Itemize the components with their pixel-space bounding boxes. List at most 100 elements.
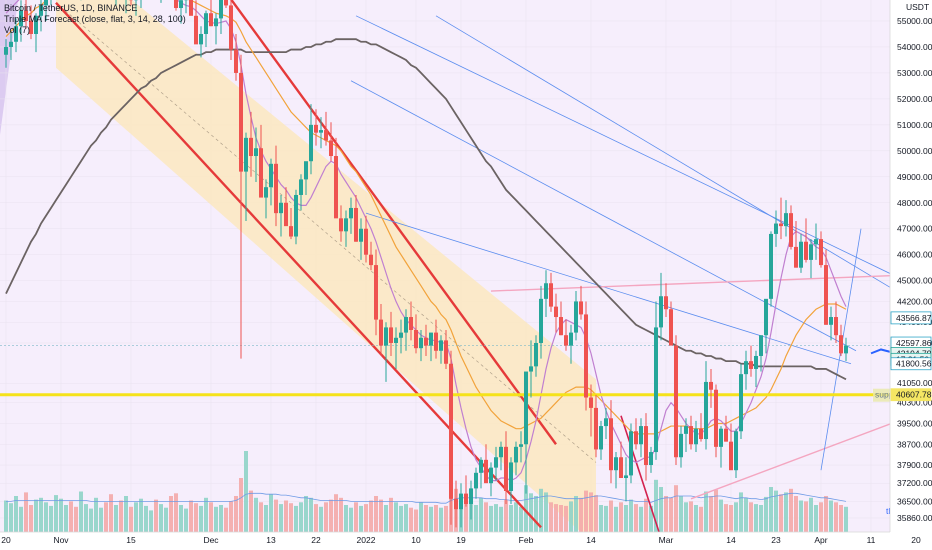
- candle-body[interactable]: [9, 41, 13, 47]
- candle-body[interactable]: [189, 0, 193, 16]
- candle-body[interactable]: [559, 317, 563, 336]
- candle-body[interactable]: [614, 457, 618, 471]
- candle-body[interactable]: [409, 317, 413, 331]
- candle-body[interactable]: [689, 426, 693, 445]
- candle-body[interactable]: [844, 345, 848, 354]
- trendline[interactable]: [55, 2, 542, 529]
- candle-body[interactable]: [829, 317, 833, 325]
- candle-body[interactable]: [624, 475, 628, 479]
- candle-body[interactable]: [539, 298, 543, 343]
- candle-body[interactable]: [674, 345, 678, 458]
- candle-body[interactable]: [529, 366, 533, 372]
- candle-body[interactable]: [394, 337, 398, 343]
- candle-body[interactable]: [334, 156, 338, 219]
- candle-body[interactable]: [724, 428, 728, 442]
- candle-body[interactable]: [354, 207, 358, 242]
- candle-body[interactable]: [234, 49, 238, 73]
- candle-body[interactable]: [469, 488, 473, 504]
- candle-body[interactable]: [554, 306, 558, 318]
- candle-body[interactable]: [279, 202, 283, 214]
- candle-body[interactable]: [449, 363, 453, 499]
- candle-body[interactable]: [454, 498, 458, 510]
- candle-body[interactable]: [4, 46, 8, 55]
- candle-body[interactable]: [719, 428, 723, 447]
- candle-body[interactable]: [699, 428, 703, 440]
- candle-body[interactable]: [464, 493, 468, 504]
- candle-body[interactable]: [649, 452, 653, 466]
- candle-body[interactable]: [729, 441, 733, 471]
- candle-body[interactable]: [319, 130, 323, 133]
- candle-layer[interactable]: [4, 0, 848, 528]
- candle-body[interactable]: [324, 130, 328, 141]
- legend-volume[interactable]: Vol (7): [4, 25, 31, 35]
- candle-body[interactable]: [684, 426, 688, 434]
- candle-body[interactable]: [769, 233, 773, 299]
- candle-body[interactable]: [799, 241, 803, 268]
- candle-body[interactable]: [24, 10, 28, 21]
- candle-body[interactable]: [339, 218, 343, 232]
- trendline[interactable]: [620, 415, 666, 550]
- candle-body[interactable]: [444, 340, 448, 364]
- candle-body[interactable]: [679, 433, 683, 458]
- candle-body[interactable]: [374, 265, 378, 320]
- candle-body[interactable]: [369, 254, 373, 266]
- candle-body[interactable]: [14, 26, 18, 42]
- candle-body[interactable]: [704, 381, 708, 440]
- candle-body[interactable]: [39, 5, 43, 16]
- candle-body[interactable]: [804, 241, 808, 260]
- candle-body[interactable]: [229, 5, 233, 50]
- candle-body[interactable]: [459, 493, 463, 510]
- candle-body[interactable]: [564, 335, 568, 346]
- candle-body[interactable]: [244, 137, 248, 172]
- candle-body[interactable]: [264, 187, 268, 198]
- chart-legend[interactable]: Bitcoin / TetherUS, 1D, BINANCE Triple M…: [4, 3, 186, 36]
- candle-body[interactable]: [379, 319, 383, 346]
- candle-body[interactable]: [669, 309, 673, 346]
- candle-body[interactable]: [34, 15, 38, 34]
- candle-body[interactable]: [419, 337, 423, 349]
- candle-body[interactable]: [809, 244, 813, 260]
- candle-body[interactable]: [209, 13, 213, 27]
- candle-body[interactable]: [734, 431, 738, 471]
- candle-body[interactable]: [764, 298, 768, 336]
- trendline[interactable]: [350, 80, 857, 352]
- candle-body[interactable]: [249, 137, 253, 157]
- candle-body[interactable]: [254, 148, 258, 157]
- candle-body[interactable]: [484, 459, 488, 484]
- candle-body[interactable]: [499, 446, 503, 458]
- candle-body[interactable]: [834, 317, 838, 336]
- candle-body[interactable]: [294, 194, 298, 237]
- candle-body[interactable]: [714, 389, 718, 447]
- candle-body[interactable]: [219, 0, 223, 19]
- candle-body[interactable]: [429, 332, 433, 346]
- candle-body[interactable]: [789, 213, 793, 247]
- candle-body[interactable]: [634, 431, 638, 445]
- trendline[interactable]: [490, 274, 897, 292]
- candle-body[interactable]: [439, 340, 443, 351]
- candle-body[interactable]: [709, 381, 713, 390]
- candle-body[interactable]: [599, 426, 603, 450]
- candle-body[interactable]: [214, 18, 218, 27]
- candle-body[interactable]: [384, 327, 388, 346]
- candle-body[interactable]: [514, 446, 518, 463]
- trendline[interactable]: [226, 0, 557, 445]
- candle-body[interactable]: [694, 428, 698, 445]
- candle-body[interactable]: [259, 148, 263, 198]
- candle-body[interactable]: [349, 207, 353, 219]
- candle-body[interactable]: [359, 228, 363, 242]
- candle-body[interactable]: [739, 374, 743, 432]
- candle-body[interactable]: [839, 335, 843, 354]
- candle-body[interactable]: [519, 444, 523, 447]
- candle-body[interactable]: [434, 332, 438, 351]
- candle-body[interactable]: [474, 472, 478, 489]
- candle-body[interactable]: [814, 239, 818, 245]
- candle-body[interactable]: [604, 418, 608, 427]
- candle-body[interactable]: [824, 265, 828, 325]
- candle-body[interactable]: [344, 218, 348, 232]
- candle-body[interactable]: [284, 202, 288, 227]
- candle-body[interactable]: [304, 161, 308, 180]
- candle-body[interactable]: [199, 33, 203, 45]
- candle-body[interactable]: [404, 317, 408, 333]
- candle-body[interactable]: [819, 239, 823, 266]
